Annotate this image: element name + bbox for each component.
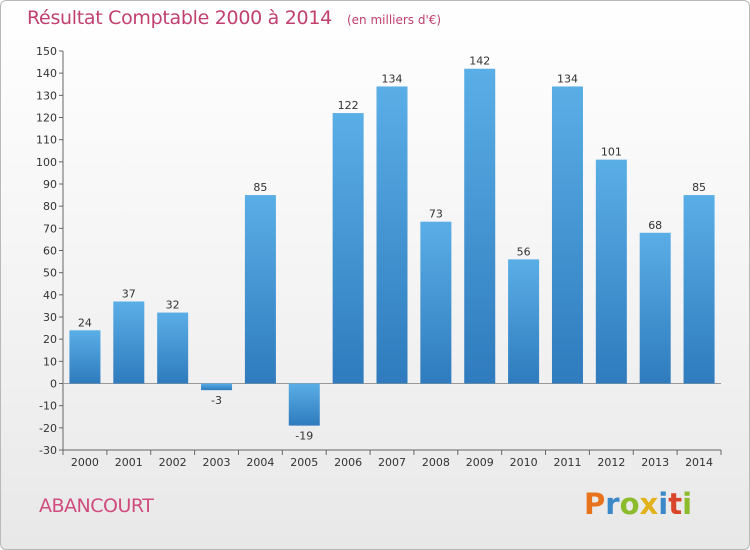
bars: [69, 68, 715, 426]
bar: [157, 312, 189, 384]
y-tick-label: 130: [36, 89, 57, 102]
logo-letter: x: [639, 487, 659, 521]
logo-letter: o: [619, 487, 640, 521]
x-tick-label: 2007: [378, 456, 406, 469]
bar: [508, 259, 540, 384]
axes: -30 -20 -10 0 10 20 30 40 50 60 70 80 90 100 110 120 130…: [36, 45, 722, 469]
bar: [464, 68, 496, 384]
y-tick-label: 110: [36, 134, 57, 147]
y-tick-label: 120: [36, 112, 57, 125]
bar-value-label: 37: [122, 287, 136, 300]
y-tick-label: -10: [39, 400, 57, 413]
bar: [683, 195, 715, 384]
bar: [595, 159, 627, 384]
chart-title: Résultat Comptable 2000 à 2014: [27, 7, 332, 29]
x-tick-label: 2003: [203, 456, 231, 469]
bar-value-label: 101: [601, 146, 622, 159]
x-tick-label: 2006: [334, 456, 362, 469]
bar-value-label: 134: [557, 72, 578, 85]
y-tick-label: -30: [39, 444, 57, 457]
bar: [332, 113, 364, 384]
x-tick-label: 2010: [510, 456, 538, 469]
x-tick-label: 2005: [290, 456, 318, 469]
x-tick-label: 2000: [71, 456, 99, 469]
y-tick-label: 80: [43, 200, 57, 213]
y-tick-label: 10: [43, 355, 57, 368]
bar: [551, 86, 583, 384]
bar: [201, 383, 233, 391]
bar-value-label: 73: [429, 208, 443, 221]
x-tick-label: 2004: [246, 456, 274, 469]
x-tick-label: 2001: [115, 456, 143, 469]
x-tick-label: 2009: [466, 456, 494, 469]
logo-letter: P: [584, 487, 606, 521]
bar-value-label: 32: [166, 299, 180, 312]
bar: [244, 195, 276, 384]
bar-value-label: 134: [382, 72, 403, 85]
bar-value-label: 68: [648, 219, 662, 232]
x-tick-label: 2011: [553, 456, 581, 469]
x-tick-label: 2014: [685, 456, 713, 469]
bar-value-label: 122: [338, 99, 359, 112]
x-tick-label: 2013: [641, 456, 669, 469]
y-tick-label: 100: [36, 156, 57, 169]
bar-value-label: 24: [78, 316, 92, 329]
bar: [69, 330, 101, 384]
logo-letter: t: [668, 487, 683, 521]
bar: [288, 383, 320, 426]
title-row: Résultat Comptable 2000 à 2014 (en milli…: [27, 7, 441, 29]
x-tick-label: 2002: [159, 456, 187, 469]
y-tick-label: -20: [39, 422, 57, 435]
logo-letter: i: [658, 487, 669, 521]
bar: [113, 301, 145, 384]
x-tick-label: 2012: [597, 456, 625, 469]
bar-labels: 24 37 32 -3 85 -19 122 134 73 142 56 134 101 68 85: [78, 55, 706, 443]
proxiti-logo: Proxiti: [584, 487, 692, 521]
bar-value-label: -3: [211, 394, 222, 407]
bar-value-label: 56: [517, 245, 531, 258]
bar-value-label: 142: [469, 55, 490, 68]
bar: [376, 86, 408, 384]
chart-subtitle: (en milliers d'€): [346, 13, 442, 27]
x-tick-label: 2008: [422, 456, 450, 469]
bar-value-label: -19: [295, 430, 313, 443]
y-tick-label: 0: [50, 378, 57, 391]
y-tick-label: 40: [43, 289, 57, 302]
y-tick-label: 50: [43, 267, 57, 280]
y-tick-label: 60: [43, 245, 57, 258]
bar-value-label: 85: [692, 181, 706, 194]
y-tick-label: 90: [43, 178, 57, 191]
bar: [420, 221, 452, 384]
y-tick-label: 140: [36, 67, 57, 80]
bar-value-label: 85: [253, 181, 267, 194]
y-tick-label: 20: [43, 333, 57, 346]
y-tick-label: 30: [43, 311, 57, 324]
y-tick-label: 150: [36, 45, 57, 58]
logo-letter: r: [605, 487, 620, 521]
commune-name: ABANCOURT: [39, 495, 154, 517]
bar: [639, 232, 671, 384]
logo-letter: i: [682, 487, 693, 521]
y-tick-label: 70: [43, 222, 57, 235]
